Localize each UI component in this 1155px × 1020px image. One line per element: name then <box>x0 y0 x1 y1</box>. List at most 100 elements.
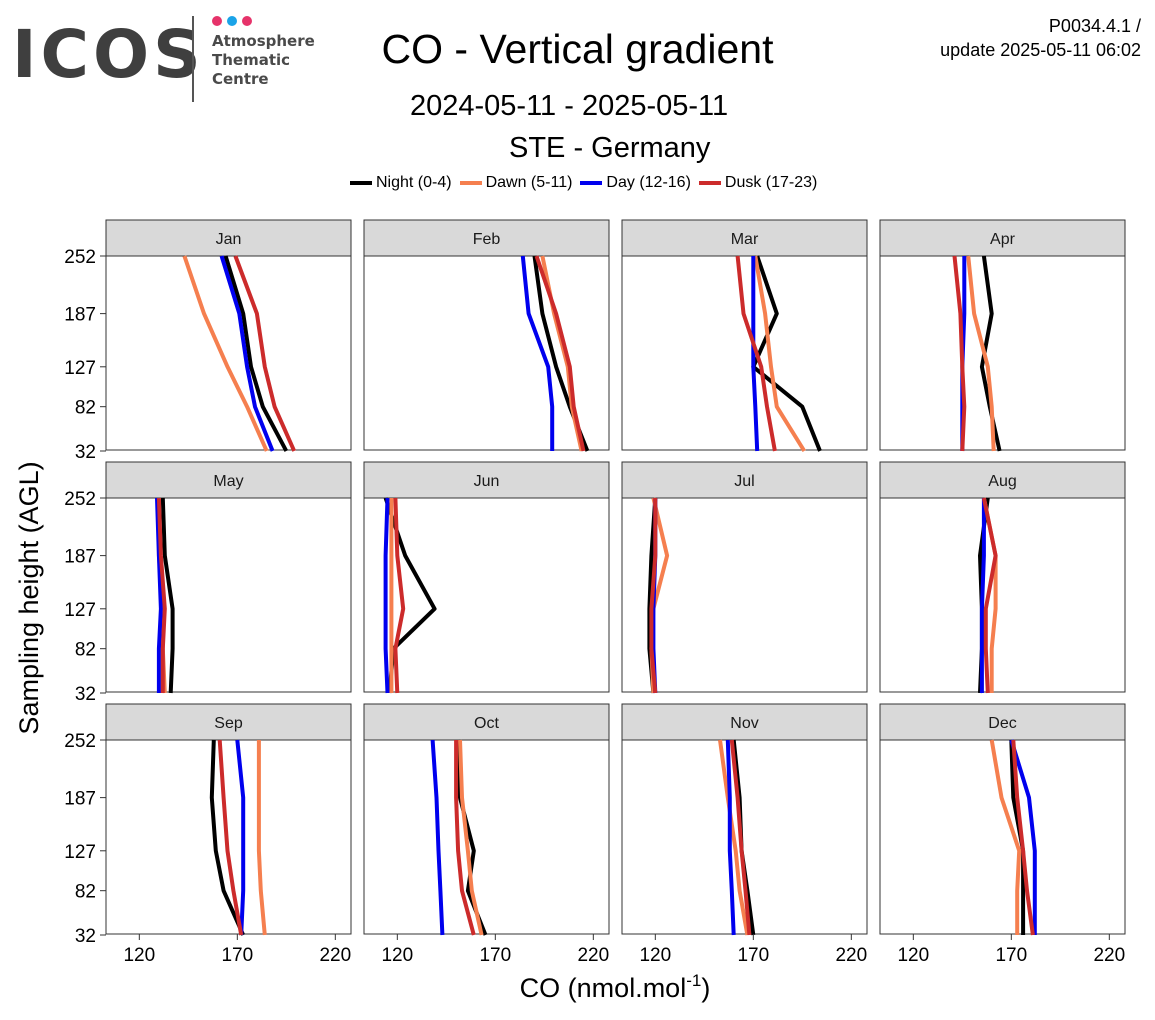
series-line-oct-day <box>430 739 445 936</box>
x-tick-label: 120 <box>897 945 929 966</box>
y-tick-label: 187 <box>64 789 96 810</box>
y-tick-label: 127 <box>64 842 96 863</box>
panel-plot-jan <box>105 255 352 451</box>
panel-month-label: Jul <box>734 473 754 490</box>
series-line-dec-dusk <box>1011 739 1035 936</box>
series-line-feb-day <box>520 255 555 451</box>
panel-strip-aug <box>879 461 1126 499</box>
series-line-dec-dawn <box>989 739 1022 935</box>
x-axis-title-suffix: ) <box>701 973 710 1003</box>
legend-item-day: Day (12-16) <box>580 174 691 192</box>
panel-plot-jun <box>363 497 610 693</box>
legend-item-night: Night (0-4) <box>350 174 452 192</box>
logo-line-1: Atmosphere <box>212 32 315 50</box>
series-line-dec-day <box>1009 739 1037 935</box>
series-line-jun-dusk <box>393 497 406 694</box>
x-tick-label: 120 <box>639 945 671 966</box>
series-line-nov-dusk <box>729 739 752 936</box>
panel-strip-oct <box>363 703 610 741</box>
series-line-mar-dawn <box>753 255 806 453</box>
series-line-nov-day <box>725 739 736 936</box>
panel-plot-may <box>105 497 352 693</box>
x-axis-title-superscript: -1 <box>686 971 701 990</box>
update-timestamp: update 2025-05-11 06:02 <box>940 40 1141 60</box>
chart-legend: Night (0-4) Dawn (5-11) Day (12-16) Dusk… <box>350 172 825 194</box>
x-tick-label: 220 <box>1093 945 1125 966</box>
logo-dot-blue <box>227 16 237 26</box>
x-tick-label: 220 <box>577 945 609 966</box>
series-line-may-night <box>160 497 175 694</box>
x-tick-label: 120 <box>381 945 413 966</box>
series-line-sep-day <box>235 739 246 936</box>
legend-label-dawn: Dawn (5-11) <box>485 174 573 191</box>
chart-station: STE - Germany <box>509 132 711 164</box>
series-line-jun-day <box>383 497 390 694</box>
series-line-aug-dusk <box>981 497 998 694</box>
series-line-jan-dusk <box>233 255 297 452</box>
legend-label-night: Night (0-4) <box>376 174 452 191</box>
panel-month-label: Aug <box>988 473 1016 490</box>
panel-strip-jun <box>363 461 610 499</box>
panel-strip-mar <box>621 219 868 257</box>
x-tick-label: 120 <box>123 945 155 966</box>
update-info: P0034.4.1 / update 2025-05-11 06:02 <box>940 14 1141 62</box>
series-line-sep-night <box>209 739 246 936</box>
series-line-apr-dusk <box>952 255 967 452</box>
x-axis-title: CO (nmol.mol-1) <box>520 971 711 1003</box>
panel-plot-apr <box>879 255 1126 451</box>
y-tick-label: 32 <box>75 684 96 705</box>
y-tick-label: 187 <box>64 305 96 326</box>
series-line-aug-day <box>979 498 986 693</box>
icos-logo: ICOS Atmosphere Thematic Centre <box>10 14 330 106</box>
legend-swatch-day <box>580 181 603 185</box>
series-line-jan-day <box>219 255 275 452</box>
chart-title-wrap: CO - Vertical gradient <box>0 26 1155 73</box>
series-line-jan-night <box>223 255 289 452</box>
series-line-sep-dawn <box>256 740 267 936</box>
y-tick-label: 187 <box>64 547 96 568</box>
logo-dot-pink-2 <box>242 16 252 26</box>
panel-month-label: Jun <box>474 473 500 490</box>
panel-plot-nov <box>621 739 868 935</box>
panel-strip-may <box>105 461 352 499</box>
logo-subtitle: Atmosphere Thematic Centre <box>212 32 315 89</box>
panel-plot-feb <box>363 255 610 451</box>
y-tick-label: 127 <box>64 600 96 621</box>
product-id: P0034.4.1 / <box>1048 16 1141 36</box>
series-line-feb-dusk <box>534 255 586 452</box>
panel-month-label: Sep <box>214 715 243 732</box>
panel-strip-sep <box>105 703 352 741</box>
series-line-may-dusk <box>156 497 167 693</box>
y-tick-label: 127 <box>64 358 96 379</box>
series-line-oct-dawn <box>458 739 484 936</box>
legend-label-day: Day (12-16) <box>606 174 691 191</box>
panel-plot-dec <box>879 739 1126 935</box>
panel-plot-aug <box>879 497 1126 693</box>
panel-month-label: Oct <box>474 715 499 732</box>
panel-month-label: Feb <box>473 231 501 248</box>
chart-period: 2024-05-11 - 2025-05-11 <box>410 90 729 122</box>
series-line-mar-dusk <box>735 255 777 452</box>
y-tick-label: 252 <box>64 489 96 510</box>
panel-strip-jul <box>621 461 868 499</box>
panel-strip-apr <box>879 219 1126 257</box>
y-tick-label: 252 <box>64 247 96 268</box>
x-tick-label: 220 <box>835 945 867 966</box>
x-tick-label: 170 <box>995 945 1027 966</box>
legend-item-dusk: Dusk (17-23) <box>698 174 817 192</box>
series-line-sep-dusk <box>217 739 244 936</box>
y-tick-label: 252 <box>64 731 96 752</box>
x-tick-label: 220 <box>319 945 351 966</box>
x-tick-label: 170 <box>479 945 511 966</box>
logo-wordmark: ICOS <box>12 16 205 93</box>
logo-dot-pink <box>212 16 222 26</box>
panel-strip-jan <box>105 219 352 257</box>
panel-month-label: Apr <box>990 231 1016 248</box>
x-tick-label: 170 <box>221 945 253 966</box>
series-line-mar-day <box>751 256 760 452</box>
panel-month-label: Dec <box>988 715 1016 732</box>
panel-month-label: Jan <box>216 231 242 248</box>
x-tick-label: 170 <box>737 945 769 966</box>
panel-month-label: May <box>213 473 243 490</box>
